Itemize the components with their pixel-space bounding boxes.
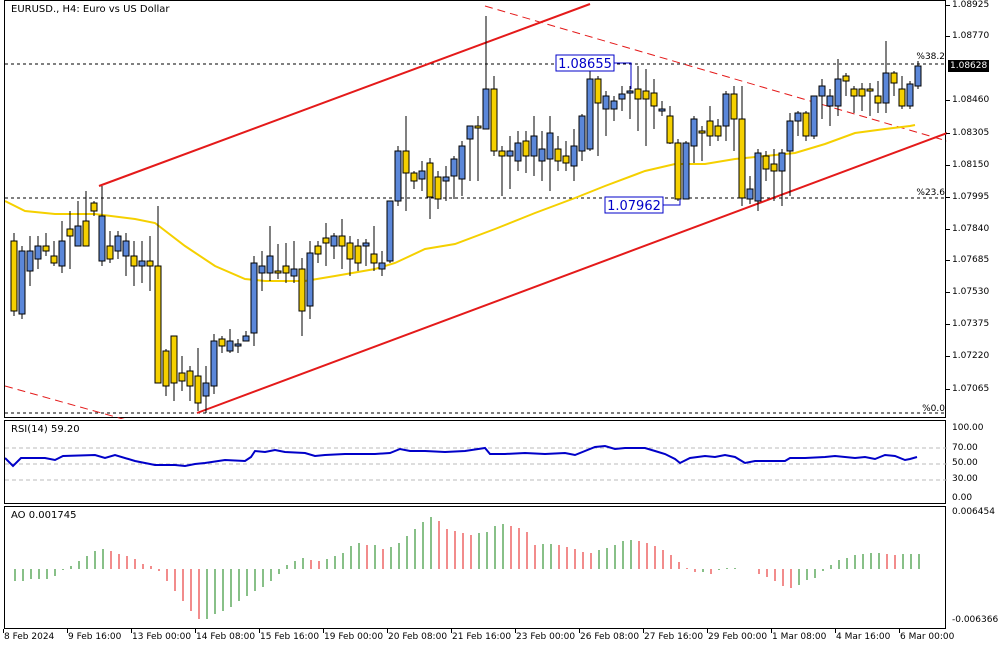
price-axis-label: 1.07530: [952, 287, 990, 297]
svg-text:%0.0: %0.0: [922, 404, 945, 414]
price-chart-panel[interactable]: %38.2 %23.6 %0.0 1.08655 1.07962 EURUSD., H4…: [4, 0, 947, 419]
axis-tick: [946, 389, 950, 390]
time-axis-label: 8 Feb 2024: [4, 632, 55, 642]
rsi-axis-label: 50.00: [952, 458, 978, 468]
price-axis-label: 1.07685: [952, 255, 990, 265]
time-axis-label: 23 Feb 00:00: [516, 632, 576, 642]
time-axis-tick: [131, 629, 132, 633]
svg-text:%38.2: %38.2: [916, 52, 945, 62]
time-axis-tick: [451, 629, 452, 633]
time-axis-tick: [323, 629, 324, 633]
time-axis-label: 26 Feb 08:00: [580, 632, 640, 642]
time-axis-label: 21 Feb 16:00: [452, 632, 512, 642]
axis-tick: [946, 165, 950, 166]
rsi-axis-label: 100.00: [952, 423, 984, 433]
time-axis-tick: [835, 629, 836, 633]
ao-canvas: [14, 517, 920, 619]
rsi-label: RSI(14) 59.20: [11, 424, 80, 435]
price-axis-label: 1.08305: [952, 128, 990, 138]
time-axis-tick: [515, 629, 516, 633]
price-axis-label: 1.07220: [952, 351, 990, 361]
time-axis-label: 20 Feb 08:00: [388, 632, 448, 642]
time-axis-label: 19 Feb 00:00: [324, 632, 384, 642]
ao-panel[interactable]: AO 0.001745: [4, 506, 946, 629]
price-axis-label: 1.07995: [952, 192, 990, 202]
price-axis-label: 1.08925: [952, 0, 990, 10]
rsi-axis-label: 30.00: [952, 474, 978, 484]
time-axis-tick: [259, 629, 260, 633]
axis-tick: [946, 197, 950, 198]
time-axis-label: 15 Feb 16:00: [260, 632, 320, 642]
price-axis-label: 1.08150: [952, 160, 990, 170]
axis-tick: [946, 324, 950, 325]
time-axis-label: 13 Feb 00:00: [132, 632, 192, 642]
time-axis-label: 6 Mar 00:00: [900, 632, 955, 642]
time-axis-tick: [707, 629, 708, 633]
time-axis-label: 27 Feb 16:00: [644, 632, 704, 642]
time-axis-tick: [579, 629, 580, 633]
time-axis-tick: [387, 629, 388, 633]
time-axis-tick: [899, 629, 900, 633]
axis-tick: [946, 36, 950, 37]
axis-tick: [946, 292, 950, 293]
price-axis-label: 1.07375: [952, 319, 990, 329]
chart-title: EURUSD., H4: Euro vs US Dollar: [11, 4, 170, 15]
svg-text:1.07962: 1.07962: [607, 199, 661, 214]
axis-tick: [946, 356, 950, 357]
rsi-axis-label: 70.00: [952, 443, 978, 453]
ao-axis-top: 0.006454: [952, 507, 995, 517]
price-chart-canvas: %38.2 %23.6 %0.0 1.08655 1.07962: [5, 3, 947, 419]
rsi-axis-label: 0.00: [952, 493, 973, 503]
price-axis-label: 1.08770: [952, 31, 990, 41]
svg-text:%23.6: %23.6: [916, 188, 945, 198]
price-axis-label: 1.07065: [952, 384, 990, 394]
axis-tick: [946, 260, 950, 261]
axis-tick: [946, 5, 950, 6]
time-axis-label: 14 Feb 08:00: [196, 632, 256, 642]
price-axis-label: 1.08460: [952, 95, 990, 105]
time-axis-tick: [643, 629, 644, 633]
rsi-panel[interactable]: RSI(14) 59.20: [4, 420, 947, 504]
time-axis-label: 9 Feb 16:00: [68, 632, 122, 642]
time-axis-label: 1 Mar 08:00: [772, 632, 827, 642]
svg-text:1.08655: 1.08655: [558, 57, 612, 72]
axis-tick: [946, 100, 950, 101]
ao-axis-bottom: -0.006366: [952, 615, 999, 625]
rsi-canvas: [5, 444, 947, 481]
axis-tick: [946, 229, 950, 230]
time-axis-label: 4 Mar 16:00: [836, 632, 891, 642]
time-axis-label: 29 Feb 00:00: [708, 632, 768, 642]
time-axis-tick: [67, 629, 68, 633]
price-axis-label: 1.07840: [952, 224, 990, 234]
time-axis-tick: [3, 629, 4, 633]
axis-tick: [946, 133, 950, 134]
time-axis-tick: [771, 629, 772, 633]
current-price-tag: 1.08628: [948, 60, 990, 72]
ao-label: AO 0.001745: [11, 510, 77, 521]
time-axis-tick: [195, 629, 196, 633]
